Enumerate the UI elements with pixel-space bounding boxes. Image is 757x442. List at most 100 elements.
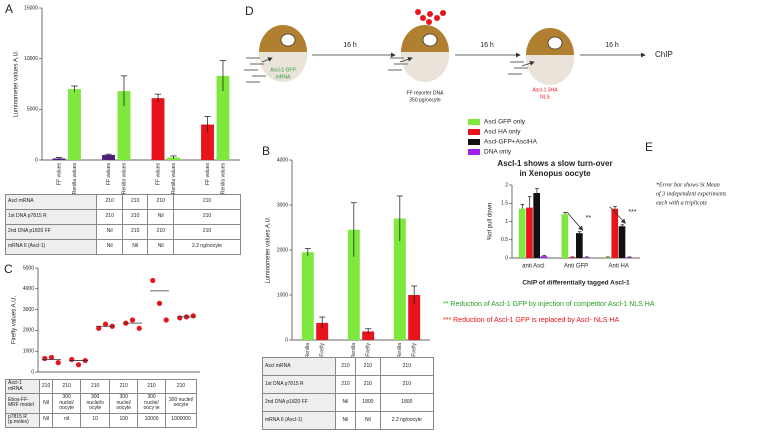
bar xyxy=(117,91,131,160)
point xyxy=(136,325,142,331)
table-cell: 210 xyxy=(379,357,435,376)
panel-label: B xyxy=(262,144,270,158)
step-label: 16 h xyxy=(480,42,494,49)
point xyxy=(190,313,196,319)
table-cell: 210 xyxy=(172,209,242,225)
point xyxy=(69,356,75,363)
table-row: mRNA II (Ascl-1) Nil Nil Nil 2.2 ng/oocyte xyxy=(4,239,242,255)
y-tick-label: 3000 xyxy=(277,202,288,208)
chart-title: in Xenopus oocyte xyxy=(519,169,591,178)
bar xyxy=(393,218,406,340)
x-tick-label: Firefly xyxy=(412,343,418,357)
x-tick-label: Renilla xyxy=(305,343,311,359)
y-tick-label: 3000 xyxy=(23,307,34,313)
panel-label: E xyxy=(645,140,653,154)
table-cell: 210 xyxy=(96,194,123,210)
annotation-arrow xyxy=(609,206,626,224)
bar xyxy=(408,295,421,340)
bar xyxy=(604,257,611,258)
table-cell: 210 xyxy=(121,209,149,225)
table-cell: 210 xyxy=(379,375,435,394)
table-cell: Ascl mRNA xyxy=(4,194,98,210)
table-cell: 210 xyxy=(355,357,381,376)
legend-swatch xyxy=(468,119,480,125)
point xyxy=(129,317,136,323)
point xyxy=(96,325,102,331)
table-cell: 10 xyxy=(79,412,111,428)
table-cell: nil xyxy=(52,412,81,428)
point xyxy=(150,277,156,284)
table-cell: 210 xyxy=(79,379,111,394)
table-cell: 300 nuclei/o ocyte xyxy=(79,393,111,414)
table-cell: Nil xyxy=(96,239,123,255)
legend-swatch xyxy=(468,139,480,145)
x-tick-label: FF values xyxy=(155,163,161,185)
y-tick-label: 4000 xyxy=(277,157,288,163)
table-row: 2nd DNA p1820 FF Nil 210 210 210 xyxy=(4,224,242,240)
x-tick-label: Anti GFP xyxy=(564,264,588,270)
bar xyxy=(216,75,230,160)
table-cell: 1st DNA p7815 R xyxy=(262,375,336,394)
point xyxy=(102,321,109,327)
table-cell: 1000000 xyxy=(165,412,197,428)
legend-swatch xyxy=(468,129,480,135)
x-axis-label: ChIP of differentially tagged Ascl-1 xyxy=(522,280,630,287)
x-tick-label: Renilla xyxy=(351,343,357,359)
table-cell: Ascl mRNA xyxy=(262,357,336,376)
table-cell: 210 xyxy=(355,375,381,394)
bar xyxy=(362,331,375,340)
arrows xyxy=(261,52,646,67)
x-tick-label: Renilla xyxy=(397,343,403,359)
table-cell: Nil xyxy=(147,209,174,225)
bar xyxy=(568,257,576,258)
nucleus xyxy=(280,33,296,47)
table-cell: 1st DNA p7815 R xyxy=(4,209,98,225)
table-cell: Nil xyxy=(334,411,357,430)
x-tick-label: Firefly xyxy=(366,343,372,357)
table-cell: Nil xyxy=(38,393,54,414)
table-cell: 210 xyxy=(172,194,242,210)
table-cell: 2.2 ng/oocyte xyxy=(379,411,435,430)
footnote: of 3 independent experiments xyxy=(656,190,727,197)
dna-strands xyxy=(244,57,528,83)
point xyxy=(75,362,82,368)
table-cell: 210 xyxy=(52,379,81,394)
table-cell: 2.2 ng/oocyte xyxy=(172,239,242,255)
chart-title: Ascl-1 shows a slow turn-over xyxy=(497,159,612,168)
data-table: Ascl mRNA 210 210 210 210 1st DNA p7815 R 210 2… xyxy=(4,194,242,255)
bar xyxy=(583,257,590,258)
dna-dots xyxy=(415,9,446,25)
y-axis-label: Firefly values A.U. xyxy=(12,295,18,344)
point xyxy=(163,317,169,323)
panel-label: C xyxy=(4,262,13,276)
table-row: mRNA II (Ascl-1) Nil Nil 2.2 ng/oocyte xyxy=(262,411,435,430)
y-tick-label: 0 xyxy=(505,255,508,261)
legend-swatch xyxy=(468,149,480,155)
annotation: ** xyxy=(586,215,592,222)
panel-label: A xyxy=(5,2,13,16)
table-cell: 1800 xyxy=(379,393,435,412)
y-tick-label: 2000 xyxy=(23,328,34,334)
y-axis-label: Luminometer values A.U. xyxy=(14,50,20,117)
y-axis-label: Luminometer values A.U. xyxy=(266,216,272,283)
bar xyxy=(576,233,583,258)
diagram-label: FF reporter DNA xyxy=(407,90,445,96)
x-tick-label: FF values xyxy=(205,163,211,185)
table-cell: Nil xyxy=(96,224,123,240)
data-table: Ascl-1 mRNA 210 210 210 210 210 210 Ebox-FF-MRF… xyxy=(5,379,197,428)
y-tick-label: 0.5 xyxy=(501,237,508,243)
y-tick-label: 2 xyxy=(505,182,508,188)
table-cell: 210 xyxy=(137,379,166,394)
y-tick-label: 2000 xyxy=(277,247,288,253)
bar xyxy=(301,252,314,340)
table-cell: 1800 xyxy=(355,393,381,412)
y-tick-label: 4000 xyxy=(23,286,34,292)
y-tick-label: 15000 xyxy=(24,5,38,11)
annotation-arrow xyxy=(566,211,584,231)
table-row: 1st DNA p7815 R 210 210 210 xyxy=(262,375,435,394)
table-cell: mRNA II (Ascl-1) xyxy=(262,411,336,430)
legend-label: DNA only xyxy=(484,149,512,156)
legend-label: Ascl-GFP+AsclHA xyxy=(484,139,538,146)
